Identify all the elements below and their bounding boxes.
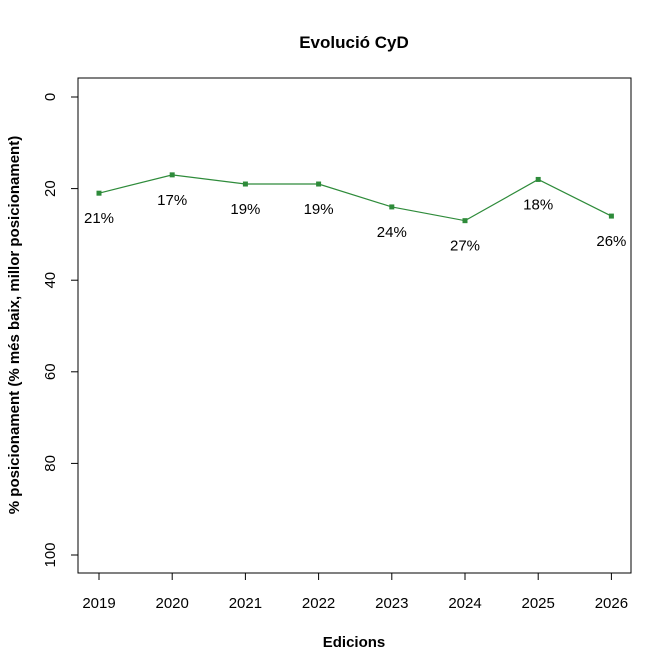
x-axis-title: Edicions — [323, 634, 386, 651]
y-tick-label: 20 — [42, 180, 59, 197]
plot-frame — [77, 77, 632, 574]
data-label: 21% — [84, 210, 114, 227]
y-axis: 0 20 40 60 80 100 — [42, 93, 79, 568]
data-point — [535, 176, 541, 182]
data-label: 27% — [450, 238, 480, 255]
x-tick-label: 2024 — [448, 595, 481, 612]
data-label: 26% — [596, 233, 626, 250]
x-tick-label: 2022 — [302, 595, 335, 612]
y-tick-label: 80 — [42, 455, 59, 472]
y-tick-label: 60 — [42, 363, 59, 380]
data-label: 17% — [157, 192, 187, 209]
data-point — [169, 172, 175, 178]
series-layer: 21% 17% 19% 19% 24% 27% 18% 26% — [84, 172, 626, 255]
data-label: 19% — [304, 201, 334, 218]
data-point — [96, 190, 102, 196]
data-point — [608, 213, 614, 219]
x-tick-label: 2020 — [156, 595, 189, 612]
data-label: 19% — [230, 201, 260, 218]
x-tick-label: 2021 — [229, 595, 262, 612]
x-axis: 2019 2020 2021 2022 2023 2024 2025 2026 — [82, 572, 628, 612]
data-point — [462, 218, 468, 224]
x-tick-label: 2026 — [595, 595, 628, 612]
x-tick-label: 2025 — [522, 595, 555, 612]
chart-title: Evolució CyD — [299, 33, 409, 52]
y-tick-label: 0 — [42, 93, 59, 101]
x-tick-label: 2023 — [375, 595, 408, 612]
y-tick-label: 100 — [42, 542, 59, 567]
data-point — [242, 181, 248, 187]
x-tick-label: 2019 — [82, 595, 115, 612]
data-point — [316, 181, 322, 187]
data-label: 24% — [377, 224, 407, 241]
y-axis-title: % posicionament (% més baix, millor posi… — [6, 136, 23, 514]
series-line — [98, 174, 612, 222]
data-point — [389, 204, 395, 210]
data-label: 18% — [523, 196, 553, 213]
y-tick-label: 40 — [42, 272, 59, 289]
